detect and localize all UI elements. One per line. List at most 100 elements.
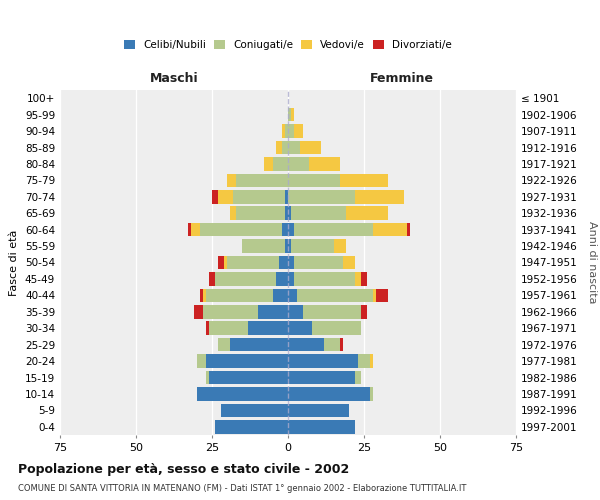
Bar [221, 404, 288, 417]
Bar [191, 223, 200, 236]
Bar [215, 420, 288, 434]
Bar [288, 108, 291, 122]
Bar [358, 354, 370, 368]
Bar [288, 354, 358, 368]
Bar [188, 223, 191, 236]
Bar [355, 371, 361, 384]
Bar [273, 157, 288, 170]
Bar [242, 240, 285, 253]
Bar [288, 174, 340, 187]
Bar [206, 371, 209, 384]
Bar [282, 141, 288, 154]
Bar [288, 240, 291, 253]
Text: Maschi: Maschi [149, 72, 199, 85]
Bar [212, 190, 218, 203]
Bar [288, 338, 325, 351]
Y-axis label: Anni di nascita: Anni di nascita [587, 221, 597, 304]
Bar [276, 141, 282, 154]
Bar [309, 157, 340, 170]
Bar [355, 272, 361, 285]
Bar [230, 206, 236, 220]
Bar [233, 190, 285, 203]
Bar [370, 354, 373, 368]
Bar [407, 223, 410, 236]
Bar [248, 322, 288, 335]
Bar [288, 206, 291, 220]
Bar [285, 206, 288, 220]
Bar [200, 223, 282, 236]
Bar [288, 190, 355, 203]
Bar [215, 272, 276, 285]
Bar [355, 190, 404, 203]
Bar [273, 288, 288, 302]
Bar [288, 420, 355, 434]
Bar [294, 223, 373, 236]
Bar [197, 354, 206, 368]
Bar [257, 305, 288, 318]
Bar [288, 404, 349, 417]
Bar [370, 387, 373, 400]
Bar [230, 338, 288, 351]
Bar [291, 206, 346, 220]
Bar [236, 206, 285, 220]
Text: Femmine: Femmine [370, 72, 434, 85]
Bar [282, 223, 288, 236]
Bar [227, 256, 279, 269]
Bar [376, 288, 388, 302]
Bar [194, 305, 203, 318]
Bar [288, 322, 313, 335]
Bar [346, 206, 388, 220]
Y-axis label: Fasce di età: Fasce di età [10, 230, 19, 296]
Bar [206, 288, 273, 302]
Bar [288, 387, 370, 400]
Bar [340, 174, 388, 187]
Bar [285, 190, 288, 203]
Bar [279, 256, 288, 269]
Bar [263, 157, 273, 170]
Bar [291, 240, 334, 253]
Bar [294, 256, 343, 269]
Bar [206, 322, 209, 335]
Bar [218, 256, 224, 269]
Bar [334, 240, 346, 253]
Bar [218, 338, 230, 351]
Bar [288, 157, 309, 170]
Bar [294, 124, 303, 138]
Bar [373, 288, 376, 302]
Bar [288, 288, 297, 302]
Bar [209, 371, 288, 384]
Bar [297, 288, 373, 302]
Bar [288, 272, 294, 285]
Bar [291, 108, 294, 122]
Bar [303, 305, 361, 318]
Bar [209, 272, 215, 285]
Bar [236, 174, 288, 187]
Bar [206, 354, 288, 368]
Bar [285, 124, 288, 138]
Bar [288, 223, 294, 236]
Bar [203, 305, 257, 318]
Bar [343, 256, 355, 269]
Text: Popolazione per età, sesso e stato civile - 2002: Popolazione per età, sesso e stato civil… [18, 462, 349, 475]
Bar [313, 322, 361, 335]
Bar [288, 124, 294, 138]
Bar [203, 288, 206, 302]
Bar [224, 256, 227, 269]
Bar [288, 256, 294, 269]
Bar [361, 305, 367, 318]
Bar [218, 190, 233, 203]
Bar [300, 141, 322, 154]
Bar [285, 240, 288, 253]
Bar [282, 124, 285, 138]
Bar [340, 338, 343, 351]
Text: COMUNE DI SANTA VITTORIA IN MATENANO (FM) - Dati ISTAT 1° gennaio 2002 - Elabora: COMUNE DI SANTA VITTORIA IN MATENANO (FM… [18, 484, 466, 493]
Bar [288, 371, 355, 384]
Bar [373, 223, 407, 236]
Legend: Celibi/Nubili, Coniugati/e, Vedovi/e, Divorziati/e: Celibi/Nubili, Coniugati/e, Vedovi/e, Di… [124, 40, 452, 50]
Bar [200, 288, 203, 302]
Bar [288, 305, 303, 318]
Bar [197, 387, 288, 400]
Bar [294, 272, 355, 285]
Bar [227, 174, 236, 187]
Bar [288, 141, 300, 154]
